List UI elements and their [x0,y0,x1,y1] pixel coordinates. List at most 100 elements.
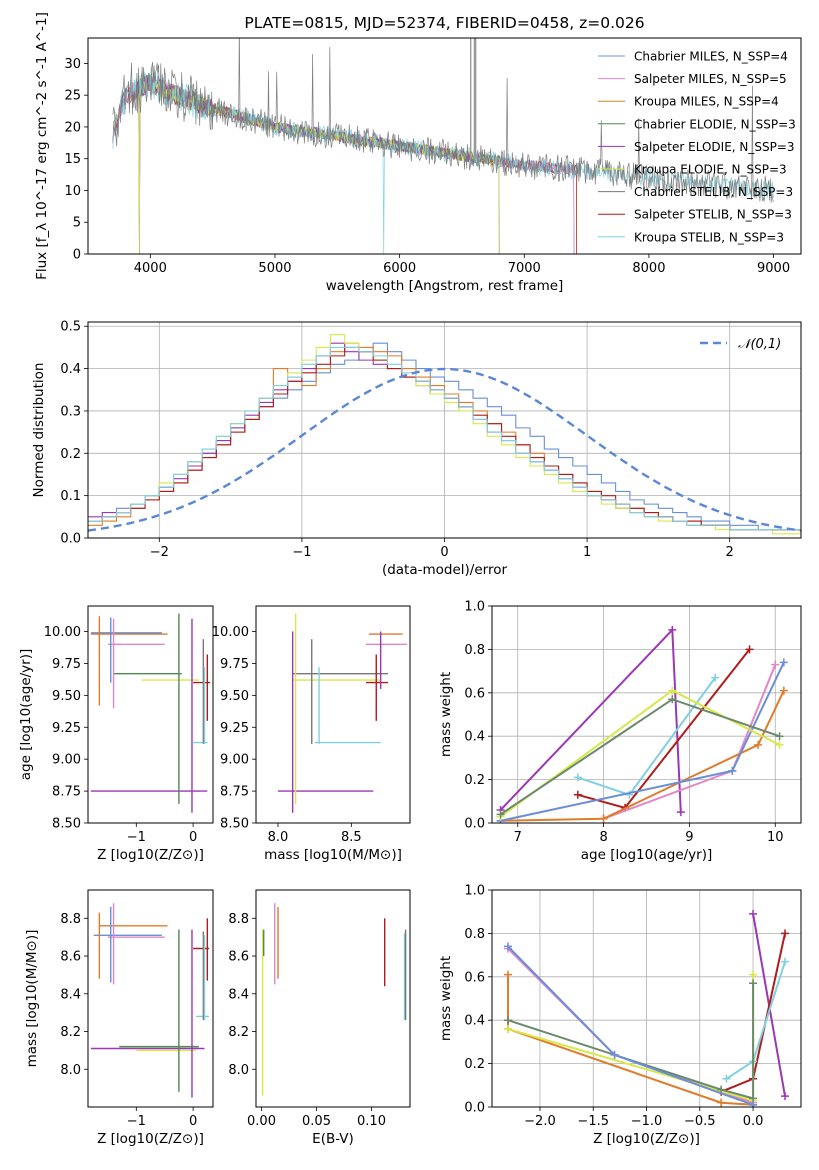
y-tick-label: 0.6 [464,970,485,985]
weight-line [507,974,754,1106]
weight-marker [610,1050,619,1059]
y-tick-label: 0.4 [464,1014,485,1029]
y-tick-label: 8.6 [228,950,249,965]
spectrum-line [112,38,774,203]
x-axis-label: wavelength [Angstrom, rest frame] [326,278,564,294]
chart-age_vs_mass: 8.0 8.5 8.50 8.75 9.00 9.25 9.50 9.75 10.00 mass … [212,605,411,863]
weight-marker [781,929,790,938]
y-tick-label: 8.0 [60,1063,81,1078]
x-axis-label: age [log10(age/yr)] [581,847,713,863]
x-tick-label: 8.0 [268,830,289,845]
y-tick-label: 9.00 [220,753,249,768]
x-tick-label: 8000 [632,261,665,276]
legend-label: 𝒩(0,1) [738,337,781,352]
y-tick-label: 0.6 [464,686,485,701]
weight-line [499,627,682,813]
y-axis-label: mass [log10(M/M⊙)] [24,930,40,1068]
chart-title: PLATE=0815, MJD=52374, FIBERID=0458, z=0… [244,14,644,32]
x-tick-label: 0 [440,545,448,560]
y-tick-label: 0.3 [60,404,81,419]
weight-marker [775,740,784,749]
histograms [88,334,801,535]
y-tick-label: 0.2 [60,447,81,462]
y-tick-label: 10 [64,184,81,199]
y-tick-label: 9.25 [220,721,249,736]
y-tick-label: 0.4 [60,362,81,377]
histogram-step [88,346,801,531]
y-axis-label: age [log10(age/yr)] [18,649,34,781]
weight-marker [668,625,677,634]
y-tick-label: 9.75 [52,657,81,672]
y-tick-label: 20 [64,120,81,135]
y-tick-label: 8.2 [228,1025,249,1040]
weight-marker [668,695,677,704]
x-tick-label: 8.5 [341,830,362,845]
x-tick-label: −2 [150,545,169,560]
weight-marker [722,1074,731,1083]
weight-marker [781,1092,790,1101]
y-axis-label: mass weight [438,956,454,1041]
y-tick-label: 25 [64,89,81,104]
error-bars [90,613,211,813]
weight-marker [749,970,758,979]
x-tick-label: 7000 [508,261,541,276]
x-axis-label: mass [log10(M/M⊙)] [264,847,402,863]
chart-age_vs_Z: −1 0 8.50 8.75 9.00 9.25 9.50 9.75 10.00 Z [log10… [18,605,214,863]
x-tick-label: 0.05 [302,1114,331,1129]
x-tick-label: −2.0 [524,1114,556,1129]
legend-label: Salpeter MILES, N_SSP=5 [634,72,787,86]
y-tick-label: 8.4 [228,987,249,1002]
x-tick-label: 9000 [757,261,790,276]
legend-label: Chabrier ELODIE, N_SSP=3 [634,117,796,131]
x-tick-label: −1 [127,1114,146,1129]
x-tick-label: 6000 [383,261,416,276]
y-tick-label: 8.50 [220,817,249,832]
legend-label: Kroupa ELODIE, N_SSP=3 [634,163,787,177]
y-tick-label: 8.50 [52,817,81,832]
weight-lines [496,625,788,823]
weight-line [500,690,785,822]
weight-marker [503,1024,512,1033]
y-tick-label: 1.0 [464,884,485,899]
weight-line [500,689,780,818]
x-tick-label: −0.5 [684,1114,716,1129]
y-tick-label: 8.75 [220,785,249,800]
legend-label: Kroupa STELIB, N_SSP=3 [634,230,784,244]
y-axis-label: Flux [f_λ 10^-17 erg cm^-2 s^-1 A^-1] [34,12,50,280]
x-tick-label: 7 [514,830,522,845]
y-axis-label: mass weight [438,672,454,757]
y-tick-label: 8.4 [60,987,81,1002]
x-tick-label: 0.00 [247,1114,276,1129]
x-tick-label: 0.0 [743,1114,764,1129]
y-tick-label: 5 [73,216,81,231]
weight-lines [503,909,790,1107]
x-tick-label: 8 [599,830,607,845]
y-tick-label: 9.50 [52,689,81,704]
y-tick-label: 0.2 [464,773,485,788]
plot-frame [87,37,802,255]
weight-marker [676,808,685,817]
weight-marker [754,740,763,749]
legend-label: Chabrier STELIB, N_SSP=3 [634,185,793,199]
y-tick-label: 0.0 [464,817,485,832]
weight-marker [573,790,582,799]
y-tick-label: 9.75 [220,657,249,672]
y-tick-label: 1.0 [464,600,485,615]
plot-frame [255,889,411,1108]
plot-frame [87,605,214,824]
plot-frame [87,321,802,539]
x-tick-label: 5000 [258,261,291,276]
weight-marker [496,810,505,819]
x-tick-label: 2 [726,545,734,560]
plot-frame [491,605,802,824]
weight-marker [717,1098,726,1107]
x-tick-label: 0 [189,830,197,845]
y-tick-label: 9.00 [52,753,81,768]
plot-frame [87,889,214,1108]
weight-marker [503,970,512,979]
weight-marker [711,673,720,682]
y-tick-label: 0.5 [60,320,81,335]
chart-spectrum: PLATE=0815, MJD=52374, FIBERID=0458, z=0… [34,12,802,294]
weight-marker [775,732,784,741]
